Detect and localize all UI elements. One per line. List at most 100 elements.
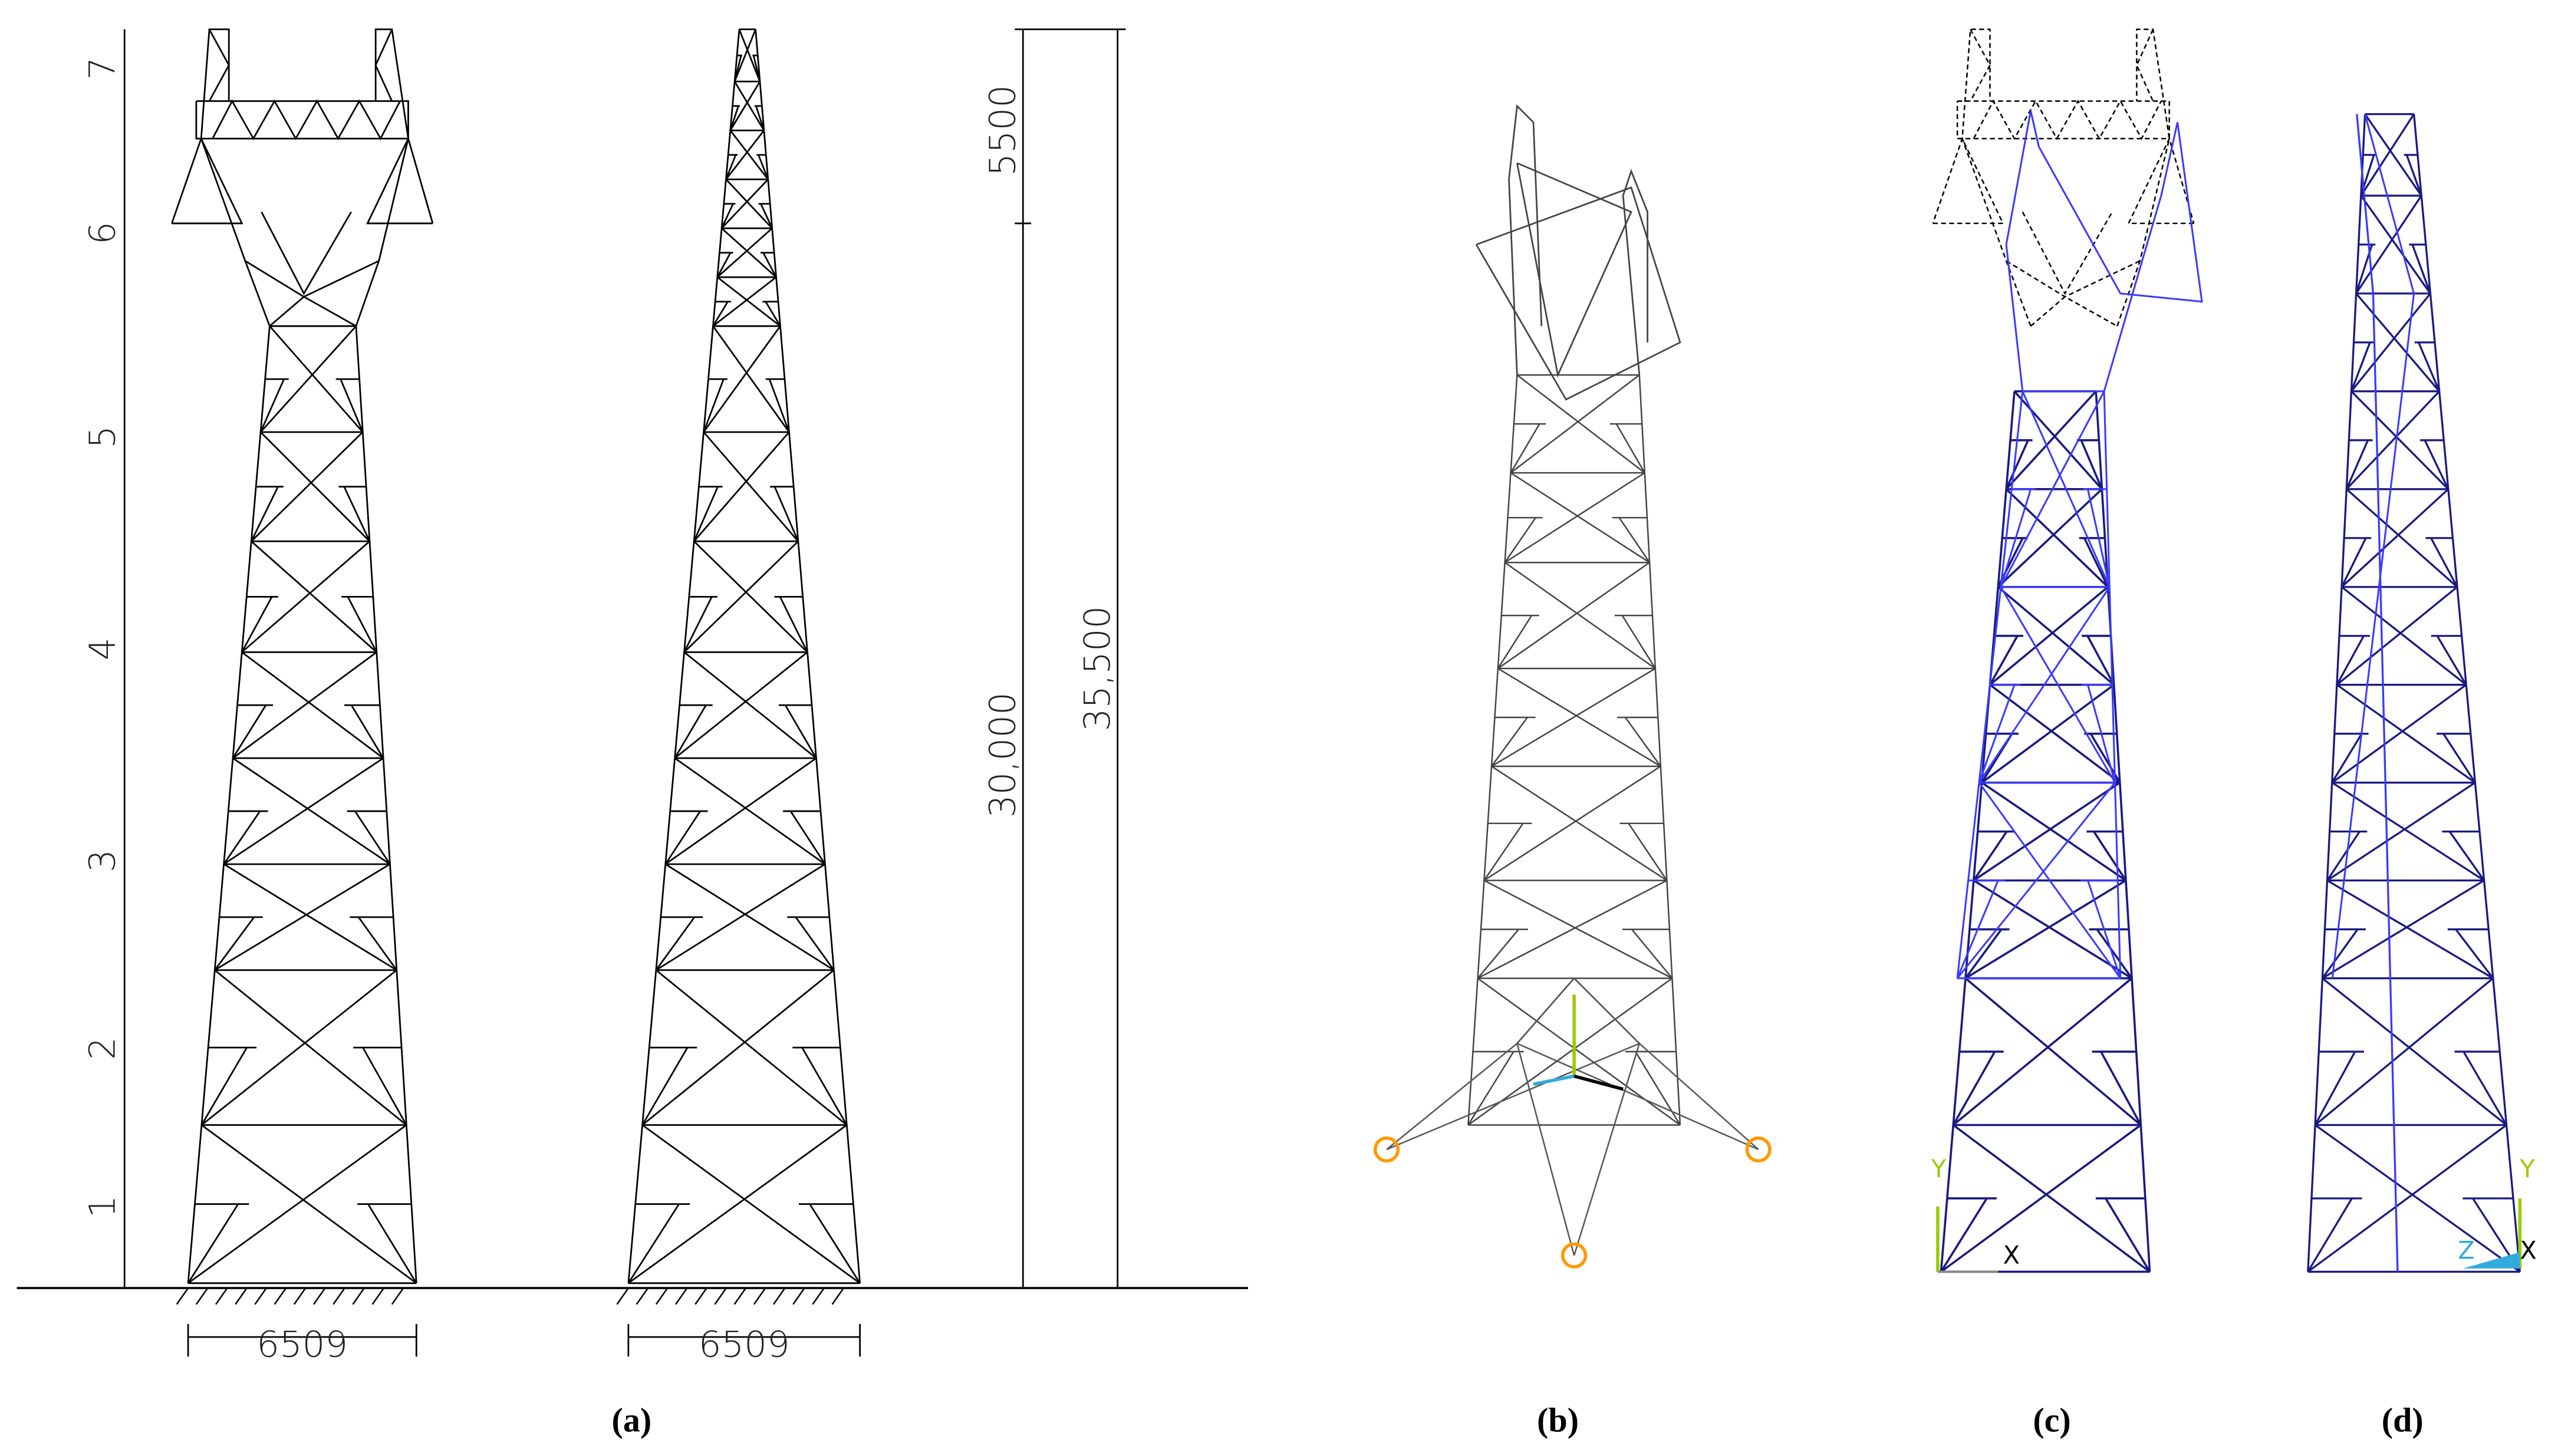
head-member	[355, 28, 409, 327]
member	[2086, 880, 2122, 979]
ground-hatch	[332, 1287, 345, 1305]
member	[223, 863, 397, 971]
height-dimension: 35,500	[1077, 606, 1118, 732]
member	[1483, 879, 1673, 979]
member	[716, 276, 781, 327]
member	[2355, 195, 2422, 294]
member	[655, 917, 696, 971]
member	[1997, 586, 2115, 686]
member	[768, 378, 790, 433]
member	[187, 1203, 239, 1284]
tower-drawings	[171, 28, 2522, 1305]
member	[2355, 292, 2440, 392]
member	[2442, 733, 2476, 783]
member	[241, 596, 273, 653]
member	[1477, 928, 1519, 979]
head-member	[1970, 29, 1991, 102]
segment-label: 4	[83, 637, 124, 660]
member	[2315, 977, 2494, 1126]
height-dimension: 30,000	[982, 692, 1023, 818]
member	[716, 228, 773, 278]
member	[2340, 488, 2449, 588]
member	[674, 704, 707, 759]
member	[641, 969, 835, 1126]
member	[2005, 390, 2097, 490]
axis-triad	[1573, 1074, 1624, 1091]
head-member	[374, 29, 393, 102]
support-symbol	[1373, 1136, 1400, 1163]
member	[1497, 667, 1661, 767]
member	[2005, 440, 2029, 490]
member	[712, 325, 790, 433]
axis-label: X	[2003, 1241, 2020, 1270]
member	[683, 596, 713, 653]
member	[2000, 489, 2032, 588]
member	[187, 326, 271, 1283]
member	[2322, 879, 2485, 979]
member	[721, 228, 777, 278]
member	[1953, 1124, 2151, 1273]
member	[1621, 615, 1656, 669]
member	[2000, 391, 2105, 588]
head-member	[2022, 211, 2113, 295]
ground-hatch	[714, 1287, 727, 1305]
member	[2322, 977, 2507, 1126]
member	[1964, 977, 2142, 1126]
member	[214, 863, 391, 971]
member	[1491, 667, 1656, 767]
member	[758, 154, 769, 180]
axis-label: Y	[2519, 1154, 2535, 1183]
member	[703, 378, 725, 433]
member	[1510, 374, 1640, 474]
segment-label: 6	[83, 222, 124, 245]
head-member	[2127, 136, 2195, 225]
axis-triad	[1533, 1074, 1575, 1086]
head-member	[1516, 977, 1759, 1151]
member	[251, 431, 364, 542]
member	[2022, 391, 2111, 588]
member	[1989, 586, 2109, 686]
member	[347, 596, 378, 653]
head-member	[208, 29, 230, 102]
member	[674, 757, 826, 865]
caption: (b)	[1537, 1401, 1579, 1439]
segment-label: 1	[83, 1195, 124, 1218]
member	[1973, 831, 2008, 881]
member	[1497, 562, 1650, 670]
member	[2326, 879, 2494, 980]
member	[2455, 928, 2494, 979]
member	[1504, 562, 1656, 670]
member	[789, 811, 826, 865]
head-member	[1956, 100, 2170, 140]
member	[200, 1047, 248, 1126]
ground-hatch	[655, 1287, 669, 1305]
member	[1467, 1051, 1515, 1126]
head-member	[2116, 28, 2170, 327]
member	[729, 81, 761, 131]
member	[627, 1203, 680, 1284]
member	[1491, 765, 1668, 881]
member	[1978, 586, 2111, 783]
member	[1516, 374, 1645, 474]
member	[232, 704, 267, 759]
member	[2336, 586, 2458, 686]
member	[2436, 635, 2467, 686]
member	[2315, 1124, 2521, 1273]
member	[2412, 114, 2521, 1272]
member	[2350, 292, 2431, 392]
member	[1467, 375, 1518, 1125]
tower-body	[1940, 390, 2151, 1273]
head-member	[171, 136, 243, 225]
ground-hatch	[812, 1287, 825, 1305]
member	[232, 757, 391, 865]
member	[809, 1203, 861, 1284]
member	[2418, 342, 2441, 392]
height-dimension: 5500	[982, 85, 1023, 176]
head-member	[1973, 99, 2162, 140]
member	[752, 55, 761, 82]
caption: (c)	[2033, 1401, 2070, 1439]
member	[693, 541, 808, 653]
member	[2005, 488, 2109, 588]
member	[1628, 823, 1668, 881]
